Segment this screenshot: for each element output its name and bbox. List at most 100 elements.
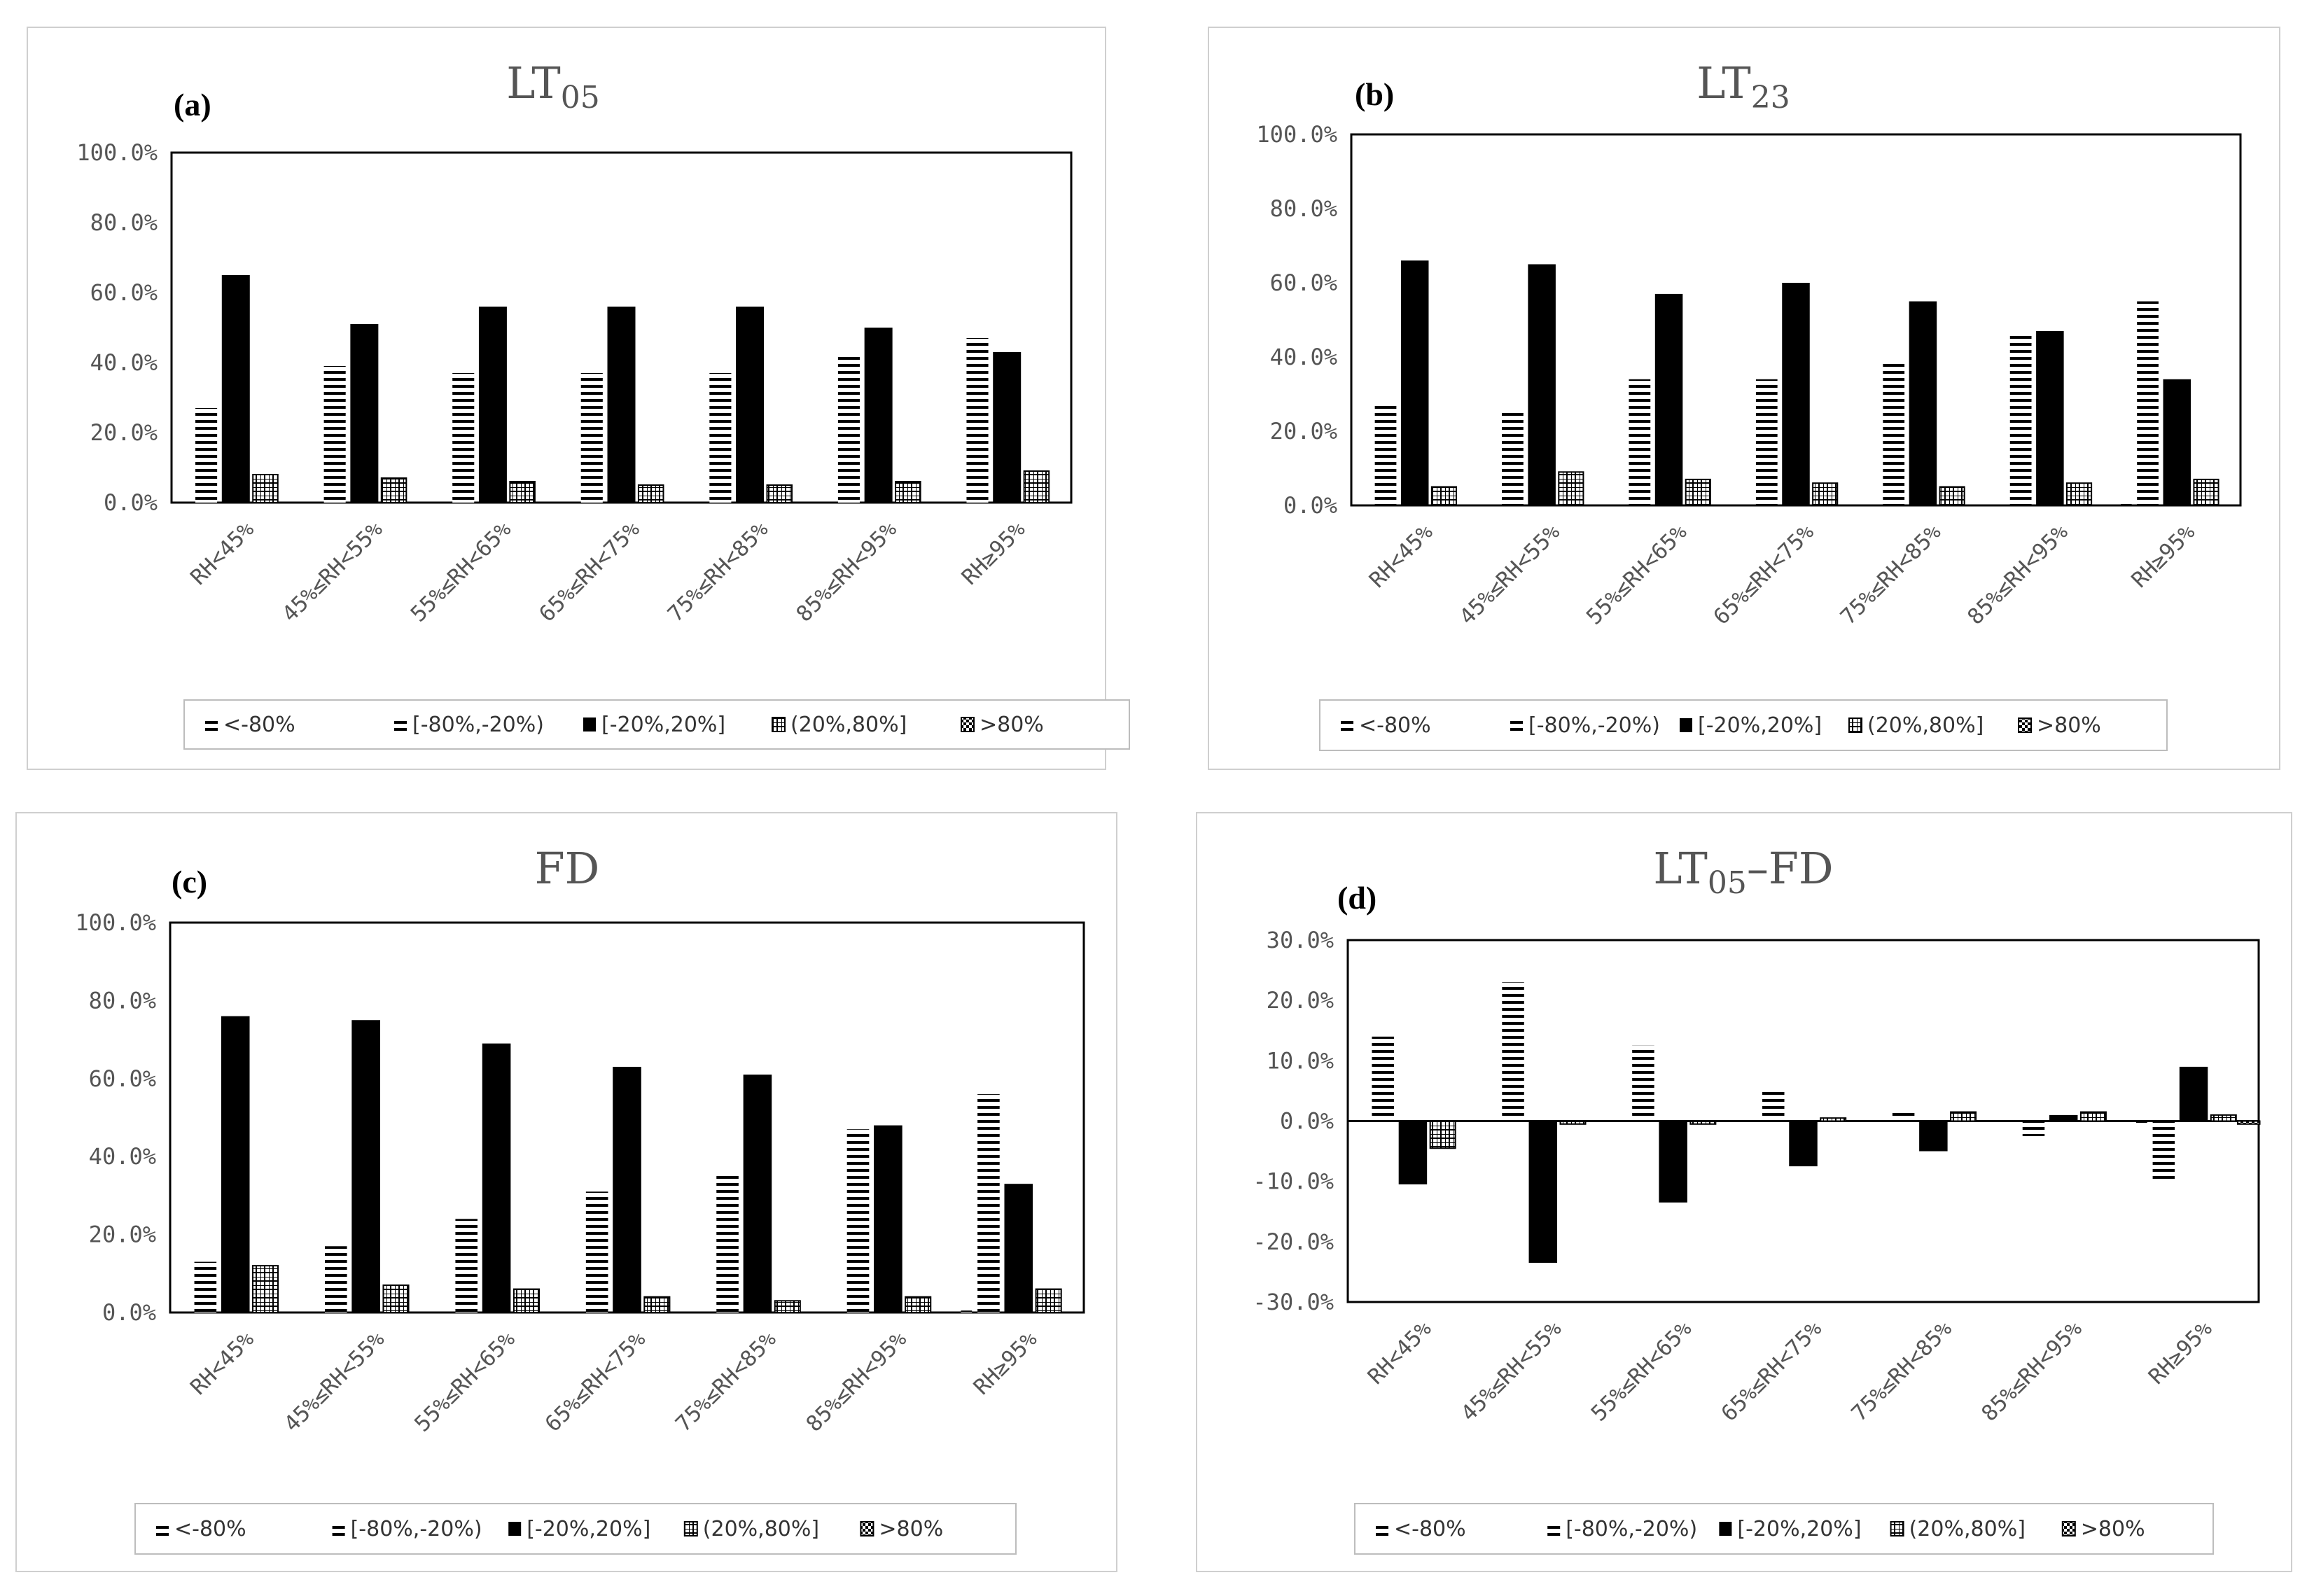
y-tick-label: 40.0% [89,1143,156,1170]
category-label: 55%≤RH<65% [1582,519,1692,630]
bar-2-6 [2179,1066,2208,1121]
y-tick-label: 0.0% [1280,1108,1334,1135]
legend-entry: [-20%,20%] [601,713,725,737]
y-tick-label: 60.0% [1270,270,1337,296]
bar-2-1 [351,1020,380,1312]
bar-0-0 [1355,1119,1367,1121]
bar-3-3 [1820,1117,1847,1122]
bar-0-6 [961,1310,973,1312]
y-tick-label: -30.0% [1253,1289,1334,1315]
y-tick-label: 100.0% [1256,121,1337,148]
bar-1-5 [2022,1121,2045,1137]
bar-1-0 [1372,1036,1394,1121]
y-tick-label: 30.0% [1267,927,1334,953]
bar-1-2 [455,1219,478,1312]
chart-title-suffix: –FD [1747,843,1834,894]
panel-label: (c) [172,864,207,899]
legend-entry: (20%,80%] [703,1517,819,1541]
legend-entry: (20%,80%] [790,713,907,737]
category-label: 45%≤RH<55% [279,1326,390,1437]
bar-3-6 [2193,478,2219,507]
category-label: 45%≤RH<55% [1455,519,1566,630]
y-tick-label: 10.0% [1267,1047,1334,1074]
bar-2-2 [482,1043,511,1312]
bar-2-2 [1659,1121,1687,1203]
bar-0-2 [1615,1119,1627,1121]
y-tick-label: 40.0% [90,349,158,376]
bar-1-3 [1762,1091,1785,1121]
panel-a [27,27,1106,770]
bar-2-0 [1400,260,1429,505]
bar-3-0 [252,1265,279,1314]
category-label: RH<45% [1363,1316,1437,1390]
legend-entry: [-80%,-20%) [412,713,544,737]
bar-2-0 [221,1016,250,1312]
bar-1-2 [1629,379,1651,505]
y-tick-label: 100.0% [76,139,158,166]
y-tick-label: 40.0% [1270,344,1337,370]
bar-2-1 [1528,264,1556,505]
legend-swatch [1719,1522,1732,1536]
bar-2-4 [743,1074,772,1312]
legend-swatch [2061,1521,2076,1536]
chart-title-subscript: 23 [1751,80,1790,115]
chart-title-main: LT [1696,57,1750,108]
chart-title: FD [535,843,600,894]
legend-entry: <-80% [174,1517,246,1541]
bar-2-5 [2036,330,2064,505]
bar-1-6 [2137,301,2159,505]
category-label: 75%≤RH<85% [671,1326,781,1437]
legend-swatch [332,1522,345,1536]
bar-1-4 [709,373,732,503]
category-label: 85%≤RH<95% [1977,1316,2087,1427]
category-label: RH≥95% [2144,1316,2217,1390]
bar-3-1 [380,477,407,503]
bar-2-2 [478,307,507,503]
bar-3-5 [2079,1111,2107,1122]
bar-1-6 [966,338,989,503]
legend-swatch [1848,718,1862,733]
legend-swatch [1376,1522,1388,1536]
chart-title-main: FD [535,843,600,894]
category-label: 65%≤RH<75% [1717,1316,1827,1427]
legend-swatch [772,717,786,732]
category-label: 75%≤RH<85% [1836,519,1946,630]
legend-entry: [-20%,20%] [1737,1517,1861,1541]
legend-swatch [2018,718,2032,733]
bar-3-6 [1035,1288,1062,1313]
legend-entry: [-80%,-20%) [1566,1517,1697,1541]
bar-2-1 [1528,1121,1558,1263]
bar-2-6 [993,352,1022,503]
chart-title: LT05–FD [1653,843,1833,901]
bar-0-3 [1745,1119,1757,1121]
y-tick-label: 60.0% [89,1065,156,1092]
bar-3-5 [895,481,921,503]
bar-2-4 [1919,1121,1948,1152]
legend-entry: [-20%,20%] [527,1517,650,1541]
bar-3-3 [1812,482,1839,507]
bar-1-6 [977,1094,1000,1312]
category-label: 85%≤RH<95% [1963,519,2073,630]
legend-swatch [1510,718,1523,732]
legend-entry: [-80%,-20%) [351,1517,482,1541]
bar-2-5 [874,1125,902,1312]
bar-1-3 [580,373,603,503]
bar-1-2 [1632,1045,1654,1121]
category-label: 45%≤RH<55% [277,517,388,627]
bar-0-1 [1485,1119,1497,1121]
y-tick-label: 20.0% [1270,418,1337,444]
bar-1-5 [2009,335,2032,505]
bar-0-6 [2135,1121,2147,1124]
legend-swatch [394,718,407,732]
bar-3-1 [382,1284,410,1314]
chart-title-main: LT [1653,843,1707,894]
bar-1-4 [1892,1109,1915,1121]
bar-2-2 [1654,293,1683,505]
category-label: 75%≤RH<85% [663,517,774,627]
bar-1-1 [1502,412,1524,505]
category-label: 65%≤RH<75% [541,1326,651,1437]
category-label: 55%≤RH<65% [410,1326,520,1437]
bar-2-3 [607,307,636,503]
bar-2-4 [736,307,765,503]
panel-label: (b) [1355,76,1394,112]
